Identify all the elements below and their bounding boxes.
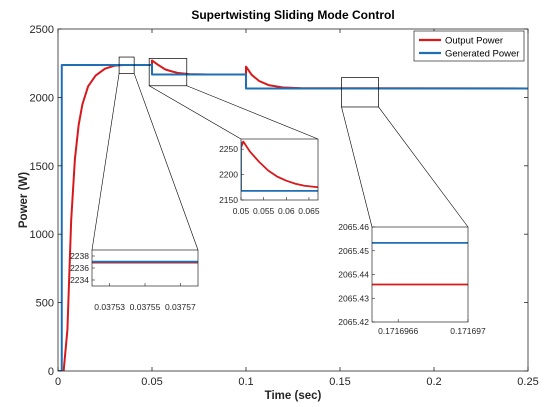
legend-label: Output Power [445, 36, 503, 47]
inset-y-tick-label: 2234 [70, 275, 89, 285]
inset-y-tick-label: 2065.44 [338, 270, 369, 280]
zoom-box-1 [118, 56, 135, 74]
inset-x-tick-label: 0.03753 [94, 302, 125, 312]
x-tick-label: 0.25 [517, 376, 538, 388]
connector-line [378, 106, 469, 228]
y-axis-label: Power (W) [18, 172, 30, 228]
y-tick-label: 500 [36, 298, 54, 310]
legend: Output Power Generated Power [413, 30, 525, 62]
inset-x-tick-label: 0.1716966 [378, 326, 418, 336]
y-tick-label: 2500 [30, 24, 54, 36]
y-tick-label: 1500 [30, 161, 54, 173]
x-tick-label: 0 [55, 376, 61, 388]
inset-plot-2: 0.05 0.055 0.06 0.065 2150 2200 2250 [219, 138, 320, 216]
zoom-markers [91, 56, 469, 251]
series-line-generated-power [58, 63, 528, 371]
inset-plot-1: 0.03753 0.03755 0.03757 2234 2236 2238 [70, 249, 199, 312]
connector-line [341, 106, 373, 228]
legend-label: Generated Power [445, 49, 519, 60]
connector-line [133, 73, 199, 251]
inset-y-tick-label: 2250 [219, 144, 238, 154]
plot-frame [57, 28, 529, 372]
x-tick-label: 0.2 [426, 376, 441, 388]
inset-y-tick-label: 2150 [219, 195, 238, 205]
series-line-generated-power [241, 141, 318, 192]
inset-x-tick-label: 0.055 [253, 206, 275, 216]
x-tick-label: 0.05 [141, 376, 162, 388]
y-tick-label: 0 [48, 366, 54, 378]
x-tick-label: 0.15 [329, 376, 350, 388]
inset-x-tick-label: 0.06 [278, 206, 295, 216]
zoom-box-2 [148, 58, 188, 87]
inset-y-tick-label: 2065.46 [338, 222, 369, 232]
inset-y-tick-label: 2238 [70, 251, 89, 261]
series-line-output-power [58, 59, 528, 371]
x-tick-label: 0.1 [238, 376, 253, 388]
inset-y-tick-label: 2065.43 [338, 293, 369, 303]
inset-plot-3: 0.1716966 0.171697 2065.42 2065.43 2065.44 20… [338, 222, 486, 336]
inset-x-tick-label: 0.171697 [450, 326, 486, 336]
inset-x-tick-label: 0.065 [298, 206, 320, 216]
inset-x-tick-label: 0.03755 [130, 302, 161, 312]
inset-y-tick-label: 2065.42 [338, 317, 369, 327]
y-tick-label: 1000 [30, 229, 54, 241]
inset-x-tick-label: 0.03757 [165, 302, 196, 312]
inset-y-tick-label: 2236 [70, 263, 89, 273]
connector-line [149, 85, 242, 140]
zoom-box-3 [341, 77, 379, 108]
inset-frame [240, 138, 319, 201]
inset-y-tick-label: 2200 [219, 170, 238, 180]
inset-x-tick-label: 0.05 [233, 206, 250, 216]
series-line-output-power [241, 140, 318, 189]
main-plot: 0 0.05 0.1 0.15 0.2 0.25 0 500 1000 1500 2000 2500 S… [18, 8, 539, 402]
inset-area [241, 139, 318, 200]
connector-line [91, 73, 120, 251]
inset-y-tick-label: 2065.45 [338, 246, 369, 256]
inset-area [372, 227, 468, 322]
chart-title: Supertwisting Sliding Mode Control [191, 8, 394, 22]
legend-box [413, 30, 525, 62]
inset-area [92, 250, 198, 286]
y-tick-label: 2000 [30, 92, 54, 104]
connector-line [186, 85, 319, 140]
x-axis-label: Time (sec) [265, 390, 322, 402]
